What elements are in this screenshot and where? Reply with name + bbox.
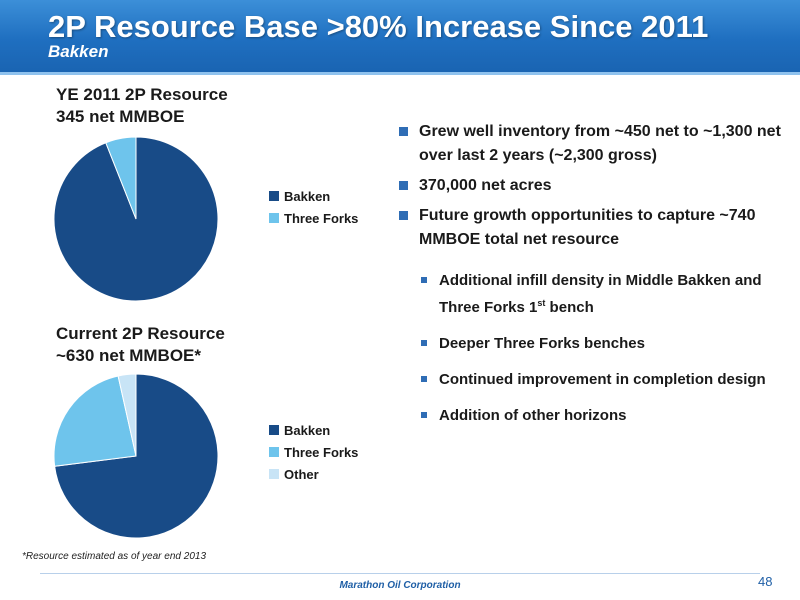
small-square-bullet-icon <box>421 277 427 283</box>
bullet-text: 370,000 net acres <box>419 177 552 194</box>
pie-slice-three-forks <box>53 375 137 467</box>
pie-chart-current <box>53 373 219 539</box>
company-name: Marathon Oil Corporation <box>339 580 461 591</box>
chart2-title-line2: ~630 net MMBOE* <box>56 346 202 365</box>
footnote: *Resource estimated as of year end 2013 <box>22 551 206 562</box>
sub-bullet-item: Deeper Three Forks benches <box>393 332 793 355</box>
sub-bullet-text: Addition of other horizons <box>439 407 627 424</box>
legend-item-three-forks: Three Forks <box>269 207 358 229</box>
page-title: 2P Resource Base >80% Increase Since 201… <box>48 9 709 44</box>
chart1-legend: Bakken Three Forks <box>269 185 358 229</box>
pie-slice-three-forks <box>105 136 137 220</box>
page-subtitle: Bakken <box>48 42 109 61</box>
small-square-bullet-icon <box>421 412 427 418</box>
sub-bullet-item: Continued improvement in completion desi… <box>393 368 793 391</box>
legend-swatch <box>269 425 279 435</box>
header-divider <box>0 72 800 75</box>
sub-bullet-text: Continued improvement in completion desi… <box>439 371 766 388</box>
sub-bullet-tail: bench <box>545 299 594 316</box>
legend-label: Three Forks <box>284 444 359 460</box>
legend-label: Bakken <box>284 422 331 438</box>
sub-bullet-item: Additional infill density in Middle Bakk… <box>393 269 793 319</box>
sub-bullet-item: Addition of other horizons <box>393 404 793 427</box>
chart2-legend: Bakken Three Forks Other <box>269 419 358 485</box>
pie-slice-other <box>117 373 137 457</box>
legend-swatch <box>269 469 279 479</box>
footer-divider <box>40 573 760 574</box>
sub-bullet-text: Deeper Three Forks benches <box>439 335 645 352</box>
title-banner: 2P Resource Base >80% Increase Since 201… <box>0 0 800 72</box>
legend-item-bakken: Bakken <box>269 419 358 441</box>
chart1-title-line2: 345 net MMBOE <box>56 107 185 126</box>
pie-chart-ye2011 <box>53 136 219 302</box>
small-square-bullet-icon <box>421 340 427 346</box>
bullet-item: Future growth opportunities to capture ~… <box>393 204 793 252</box>
legend-swatch <box>269 191 279 201</box>
bullet-text: Future growth opportunities to capture ~… <box>419 207 756 248</box>
legend-item-three-forks: Three Forks <box>269 441 358 463</box>
chart2-title: Current 2P Resource ~630 net MMBOE* <box>56 323 225 367</box>
square-bullet-icon <box>399 127 408 136</box>
legend-label: Bakken <box>284 188 331 204</box>
chart1-title-line1: YE 2011 2P Resource <box>56 85 228 104</box>
legend-label: Three Forks <box>284 210 359 226</box>
chart1-title: YE 2011 2P Resource 345 net MMBOE <box>56 84 228 128</box>
bullet-text: Grew well inventory from ~450 net to ~1,… <box>419 123 781 164</box>
legend-item-bakken: Bakken <box>269 185 358 207</box>
chart2-title-line1: Current 2P Resource <box>56 324 225 343</box>
legend-swatch <box>269 447 279 457</box>
small-square-bullet-icon <box>421 376 427 382</box>
square-bullet-icon <box>399 181 408 190</box>
bullet-item: Grew well inventory from ~450 net to ~1,… <box>393 120 793 168</box>
superscript: st <box>537 298 546 308</box>
sub-bullet-text: Additional infill density in Middle Bakk… <box>439 272 762 316</box>
legend-label: Other <box>284 466 319 482</box>
pie-slice-bakken <box>53 136 219 302</box>
square-bullet-icon <box>399 211 408 220</box>
bullet-list: Grew well inventory from ~450 net to ~1,… <box>393 120 793 440</box>
bullet-item: 370,000 net acres <box>393 174 793 198</box>
legend-item-other: Other <box>269 463 358 485</box>
page-number: 48 <box>758 574 773 589</box>
legend-swatch <box>269 213 279 223</box>
